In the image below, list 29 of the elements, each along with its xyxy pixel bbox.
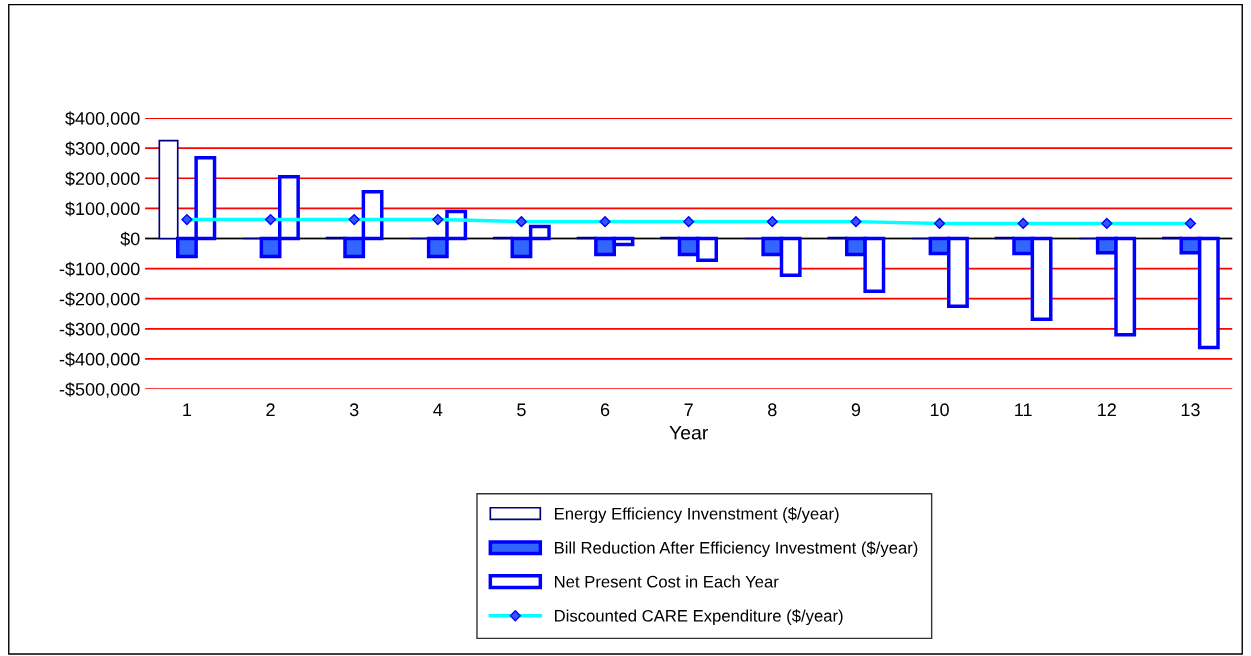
y-tick-label: -$100,000: [59, 261, 140, 278]
y-tick-label: $300,000: [65, 141, 140, 158]
y-tick-label: $0: [120, 231, 140, 247]
x-tick-label: 11: [1015, 403, 1032, 416]
y-tick-label: -$300,000: [59, 321, 140, 338]
y-tick-label: -$400,000: [59, 352, 140, 368]
x-tick-label: 8: [768, 403, 777, 417]
y-tick-label: -$200,000: [59, 291, 140, 308]
x-tick-label: 2: [266, 403, 275, 416]
x-tick-label: 13: [1181, 403, 1200, 417]
x-axis-title: Year: [669, 426, 708, 440]
x-tick-label: 4: [433, 403, 443, 416]
x-tick-label: 6: [600, 403, 610, 417]
x-tick-label: 1: [183, 403, 192, 416]
legend-label: Discounted CARE Expenditure ($/year): [555, 609, 843, 626]
y-tick-label: $200,000: [65, 171, 140, 188]
x-tick-label: 9: [851, 403, 861, 417]
legend-label: Net Present Cost in Each Year: [555, 575, 779, 588]
y-tick-label: $100,000: [65, 201, 140, 218]
x-tick-label: 12: [1098, 403, 1116, 416]
x-tick-label: 5: [517, 403, 526, 417]
legend-label: Bill Reduction After Efficiency Investment ($/year): [555, 541, 918, 558]
y-tick-label: $400,000: [65, 111, 140, 127]
x-tick-label: 7: [684, 403, 693, 416]
bar: [158, 139, 179, 240]
x-tick-label: 3: [349, 403, 359, 417]
legend-label: Energy Efficiency Invenstment ($/year): [555, 507, 839, 523]
x-tick-label: 10: [930, 403, 949, 417]
y-tick-label: -$500,000: [59, 382, 140, 398]
